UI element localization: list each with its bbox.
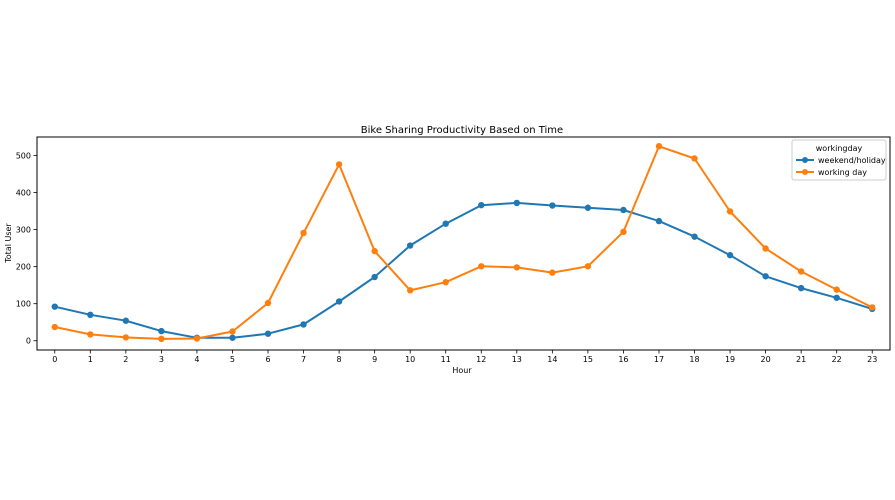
x-tick-label: 0 — [52, 355, 57, 364]
data-point — [833, 286, 840, 293]
data-point — [478, 263, 485, 270]
chart-title: Bike Sharing Productivity Based on Time — [361, 125, 563, 136]
data-point — [726, 251, 734, 259]
data-point — [584, 204, 592, 211]
data-point — [158, 327, 165, 335]
x-tick-label: 23 — [867, 355, 877, 364]
y-axis: 0 100 200 300 400 500 — [16, 152, 37, 346]
x-tick-label: 22 — [832, 355, 842, 364]
x-tick-label: 12 — [476, 355, 486, 364]
x-tick-label: 8 — [337, 355, 342, 364]
series-working-day — [51, 143, 876, 343]
plot-frame — [36, 136, 891, 351]
x-tick-label: 2 — [123, 355, 128, 364]
x-axis: 0 1 2 3 4 5 6 7 8 9 10 11 12 13 14 15 16 17 18 19 20 21 22 23 — [52, 350, 877, 364]
data-point — [478, 201, 485, 209]
data-point — [229, 334, 236, 341]
y-tick-label: 100 — [16, 300, 31, 309]
legend-marker — [802, 157, 808, 163]
data-point — [193, 335, 201, 342]
x-tick-label: 13 — [512, 355, 522, 364]
data-point — [264, 299, 272, 307]
data-point — [51, 323, 58, 331]
data-point — [726, 208, 734, 215]
data-point — [833, 294, 840, 301]
series-layer — [51, 143, 876, 343]
x-tick-label: 1 — [88, 355, 93, 364]
x-tick-label: 19 — [725, 355, 735, 364]
x-axis-label: Hour — [452, 366, 472, 375]
x-tick-label: 11 — [441, 355, 451, 364]
y-tick-label: 300 — [16, 226, 31, 235]
x-tick-label: 10 — [405, 355, 415, 364]
data-point — [442, 279, 449, 286]
legend-marker — [802, 169, 808, 175]
data-point — [51, 303, 58, 310]
data-point — [300, 321, 307, 328]
data-point — [797, 284, 805, 292]
x-tick-label: 17 — [654, 355, 664, 364]
series-line — [54, 201, 873, 339]
data-point — [762, 273, 769, 280]
x-tick-label: 14 — [547, 355, 557, 364]
legend-label: working day — [818, 168, 867, 177]
data-point — [691, 233, 698, 240]
series-weekend-holiday — [51, 199, 876, 341]
x-tick-label: 7 — [301, 355, 306, 364]
data-point — [122, 334, 130, 341]
legend-title: workingday — [816, 144, 863, 153]
y-tick-label: 200 — [16, 263, 31, 272]
x-tick-label: 21 — [796, 355, 806, 364]
y-tick-label: 0 — [26, 337, 31, 346]
data-point — [87, 311, 94, 319]
y-axis-label: Total User — [4, 223, 13, 264]
data-point — [335, 298, 343, 305]
data-point — [620, 206, 627, 214]
x-tick-label: 6 — [265, 355, 270, 364]
x-tick-label: 20 — [761, 355, 771, 364]
data-point — [122, 317, 130, 324]
data-point — [335, 161, 343, 168]
data-point — [620, 228, 627, 236]
data-point — [797, 268, 805, 275]
data-point — [442, 220, 449, 227]
y-tick-label: 500 — [16, 152, 31, 161]
data-point — [371, 273, 378, 281]
x-tick-label: 9 — [372, 355, 377, 364]
legend-label: weekend/holiday — [818, 156, 886, 165]
data-point — [513, 264, 521, 271]
x-tick-label: 15 — [583, 355, 593, 364]
data-point — [264, 330, 272, 337]
x-tick-label: 4 — [194, 355, 199, 364]
data-point — [655, 217, 663, 225]
data-point — [158, 335, 165, 343]
data-point — [300, 229, 307, 237]
legend: workingday weekend/holiday working day — [791, 139, 887, 181]
x-tick-label: 5 — [230, 355, 235, 364]
data-point — [229, 328, 236, 335]
plot-area — [36, 136, 891, 351]
x-tick-label: 3 — [159, 355, 164, 364]
data-point — [869, 304, 876, 311]
data-point — [371, 247, 378, 255]
data-point — [549, 202, 556, 209]
data-point — [762, 245, 769, 252]
data-point — [549, 269, 556, 276]
legend-frame — [791, 139, 887, 181]
x-tick-label: 18 — [689, 355, 699, 364]
data-point — [584, 263, 592, 270]
y-tick-label: 400 — [16, 189, 31, 198]
data-point — [406, 242, 414, 249]
data-point — [691, 155, 698, 162]
data-point — [87, 331, 94, 338]
data-point — [406, 287, 414, 294]
data-point — [655, 143, 663, 150]
x-tick-label: 16 — [618, 355, 628, 364]
data-point — [513, 199, 521, 207]
series-line — [54, 145, 873, 340]
